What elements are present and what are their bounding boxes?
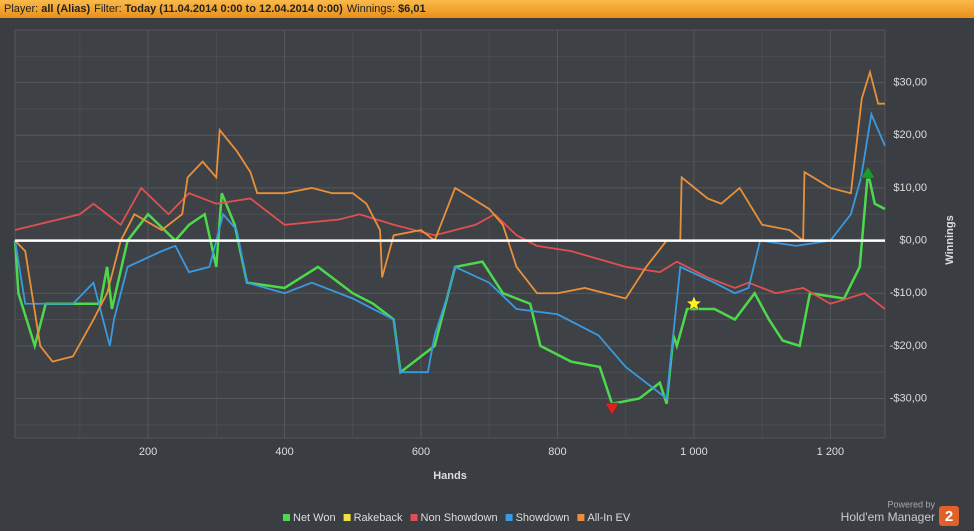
- legend-swatch: [343, 514, 351, 521]
- x-tick-label: 1 200: [817, 446, 845, 458]
- legend-swatch: [577, 514, 585, 521]
- legend-label: Net Won: [293, 512, 336, 524]
- legend-swatch: [410, 514, 418, 521]
- y-tick-label: -$20,00: [890, 340, 927, 352]
- header-label: Filter:: [94, 3, 122, 15]
- x-tick-label: 200: [139, 446, 157, 458]
- x-axis-label: Hands: [433, 470, 467, 482]
- header-value: $6,01: [398, 3, 426, 15]
- y-tick-label: $0,00: [899, 234, 927, 246]
- legend-swatch: [283, 514, 290, 521]
- header-bar: Player: all (Alias) Filter: Today (11.04.20…: [0, 0, 974, 18]
- y-tick-label: -$10,00: [890, 287, 927, 299]
- legend-swatch: [505, 514, 513, 521]
- header-value: all (Alias): [41, 3, 91, 15]
- marker: [860, 165, 876, 179]
- series-line: [13, 171, 886, 406]
- x-tick-label: 1 000: [680, 446, 708, 458]
- x-tick-label: 800: [548, 446, 566, 458]
- header-label: Player:: [4, 3, 39, 15]
- series-line: [14, 186, 886, 310]
- y-tick-label: $20,00: [893, 129, 927, 141]
- y-tick-label: $30,00: [893, 77, 927, 89]
- y-axis-label: Winnings: [944, 215, 956, 264]
- header-label: Winnings:: [346, 3, 396, 15]
- brand-badge: 2: [945, 508, 953, 525]
- legend-label: Non Showdown: [421, 512, 498, 524]
- brand-caption: Powered by: [887, 499, 935, 509]
- y-tick-label: $10,00: [893, 182, 927, 194]
- brand-name: Hold'em Manager: [841, 510, 935, 524]
- x-tick-label: 400: [275, 446, 293, 458]
- marker: [604, 402, 620, 416]
- x-tick-label: 600: [412, 446, 430, 458]
- y-tick-label: -$30,00: [890, 392, 927, 404]
- legend-label: Rakeback: [354, 512, 403, 524]
- legend-label: Showdown: [516, 512, 570, 524]
- marker: [685, 295, 703, 311]
- series-line: [14, 68, 885, 363]
- brand-badge-bg: [939, 506, 959, 526]
- plot-area: [14, 29, 886, 439]
- legend-label: All-In EV: [587, 512, 630, 524]
- header-value: Today (11.04.2014 0:00 to 12.04.2014 0:0…: [124, 3, 343, 15]
